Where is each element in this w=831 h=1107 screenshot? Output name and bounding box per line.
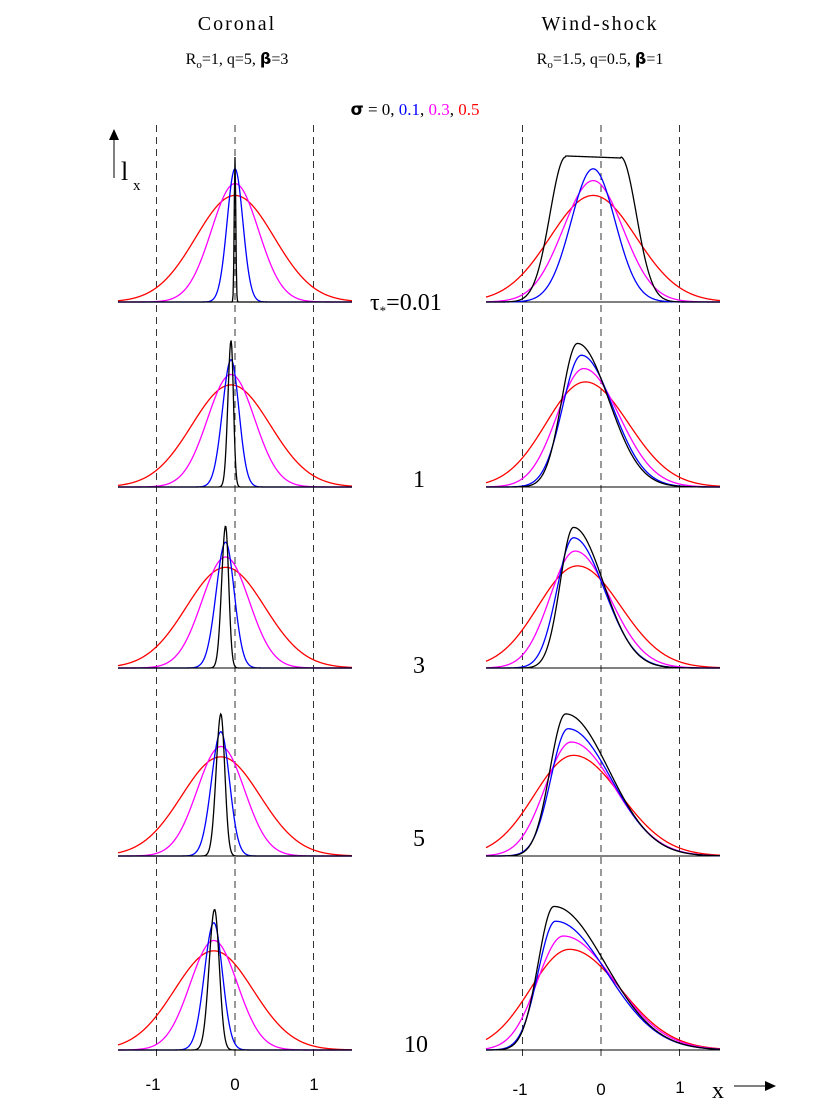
dashed-reference-lines xyxy=(156,125,680,1058)
curve-sigma-0 xyxy=(486,713,721,857)
panels xyxy=(117,155,721,1051)
curve-sigma-0 xyxy=(118,712,352,857)
left-params-rest: =1, q=5, xyxy=(202,51,260,68)
curve-sigma-0-1 xyxy=(486,537,720,669)
left-x-tick-0: 0 xyxy=(230,1075,239,1094)
sigma-value-0-3: 0.3 xyxy=(429,100,450,119)
x-axis-label: x xyxy=(712,1078,776,1104)
curve-sigma-0-5 xyxy=(485,948,721,1050)
y-axis-label: l x xyxy=(109,129,141,194)
panel-coronal-tau-1 xyxy=(117,340,353,488)
curve-sigma-0 xyxy=(118,156,352,303)
panel-wind-shock-tau-3 xyxy=(485,526,721,669)
curve-sigma-0 xyxy=(118,908,352,1051)
curve-sigma-0-1 xyxy=(486,354,720,488)
left-params-sub: o xyxy=(196,59,202,71)
curve-sigma-0-5 xyxy=(117,384,353,487)
right-column-params: Ro=1.5, q=0.5, β=1 xyxy=(537,49,664,71)
curve-sigma-0-5 xyxy=(117,950,353,1051)
tau-symbol: τ xyxy=(370,290,380,316)
curve-sigma-0-5 xyxy=(485,381,721,487)
x-axis-arrowhead xyxy=(765,1081,776,1091)
sigma-value-0-1: 0.1 xyxy=(399,100,420,119)
x-tick-labels: -1 0 1 -1 0 1 xyxy=(145,1075,684,1099)
tau-label-0: τ*=0.01 xyxy=(370,290,442,318)
left-params-r: R xyxy=(186,51,197,68)
x-axis-label-text: x xyxy=(712,1078,724,1104)
left-x-tick-minus1: -1 xyxy=(145,1075,160,1094)
right-params-beta-rest: =1 xyxy=(646,51,663,68)
tau-label-5: 5 xyxy=(413,826,425,852)
curve-sigma-0 xyxy=(486,342,721,488)
right-column-title: Wind-shock xyxy=(542,13,659,35)
curve-sigma-0 xyxy=(486,526,720,669)
panel-coronal-tau-10 xyxy=(117,908,353,1051)
panel-wind-shock-tau-1 xyxy=(485,342,721,488)
curve-sigma-0-3 xyxy=(485,550,720,669)
sigma-legend: σ = 0, 0.1, 0.3, 0.5 xyxy=(350,100,479,120)
panel-wind-shock-tau-10 xyxy=(485,905,721,1051)
right-x-tick-minus1: -1 xyxy=(512,1080,527,1099)
left-params-beta-rest: =3 xyxy=(271,51,288,68)
y-axis-arrowhead xyxy=(109,129,119,140)
right-x-tick-0: 0 xyxy=(596,1080,605,1099)
left-params-beta: β xyxy=(260,49,271,68)
panel-coronal-tau-0-01 xyxy=(117,156,353,303)
curve-sigma-0-3 xyxy=(485,367,720,488)
panel-coronal-tau-5 xyxy=(117,712,353,857)
sigma-sep-3: , xyxy=(450,100,459,119)
tau-label-10: 10 xyxy=(404,1032,428,1058)
curve-sigma-0-5 xyxy=(485,754,721,856)
right-x-tick-1: 1 xyxy=(675,1078,684,1097)
left-column-params: Ro=1, q=5, β=3 xyxy=(186,49,289,71)
curve-sigma-0-3 xyxy=(485,179,721,303)
tau-label-3: 3 xyxy=(413,653,425,679)
curve-sigma-0-1 xyxy=(486,168,720,303)
curve-sigma-0 xyxy=(118,340,352,488)
panel-wind-shock-tau-0-01 xyxy=(485,155,721,303)
curve-sigma-0 xyxy=(486,905,721,1051)
panel-wind-shock-tau-5 xyxy=(485,713,721,857)
left-column-title: Coronal xyxy=(198,13,276,35)
right-params-sub: o xyxy=(547,59,553,71)
left-x-tick-1: 1 xyxy=(309,1075,318,1094)
curve-sigma-0-5 xyxy=(117,756,353,857)
curve-sigma-0-1 xyxy=(485,920,721,1051)
curve-sigma-0 xyxy=(118,525,352,669)
right-params-rest: =1.5, q=0.5, xyxy=(553,51,635,68)
panel-coronal-tau-3 xyxy=(117,525,353,669)
y-axis-label-main: l xyxy=(121,157,128,186)
right-params-r: R xyxy=(537,51,548,68)
sigma-value-0: 0 xyxy=(382,100,391,119)
tau-label-1: 1 xyxy=(413,467,425,493)
curve-sigma-0-5 xyxy=(117,566,353,669)
curve-sigma-0-5 xyxy=(485,194,721,302)
curve-sigma-0 xyxy=(486,155,720,303)
tau-sub: * xyxy=(380,303,387,318)
y-axis-label-sub: x xyxy=(133,178,141,194)
sigma-sep-2: , xyxy=(420,100,429,119)
curve-sigma-0-1 xyxy=(486,728,721,857)
right-params-beta: β xyxy=(635,49,646,68)
tau-labels: τ*=0.01 1 3 5 10 xyxy=(370,290,442,1058)
tau-eq: = xyxy=(386,290,400,316)
tau-value-0: 0.01 xyxy=(400,290,442,316)
sigma-eq: = xyxy=(364,100,382,119)
sigma-sep-1: , xyxy=(390,100,399,119)
sigma-symbol: σ xyxy=(350,100,363,120)
sigma-value-0-5: 0.5 xyxy=(458,100,479,119)
